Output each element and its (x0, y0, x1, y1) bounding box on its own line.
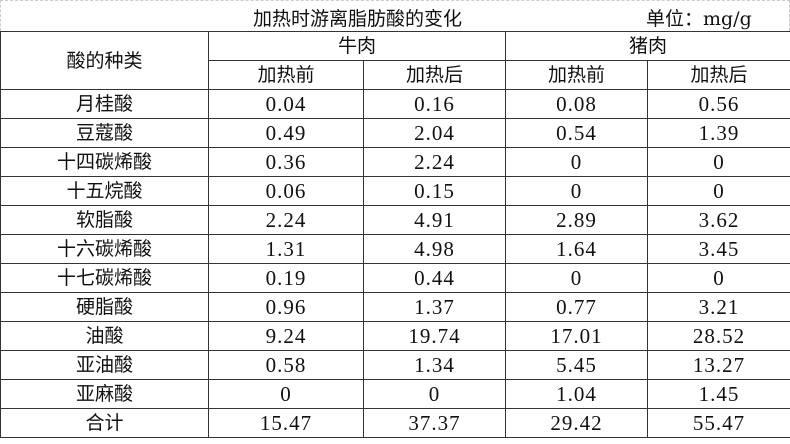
table-title: 加热时游离脂肪酸的变化 (253, 8, 463, 30)
header-beef-after: 加热后 (362, 60, 507, 90)
value-cell-beef-after: 0.15 (362, 176, 507, 206)
acid-name-cell: 亚麻酸 (0, 379, 209, 409)
value-cell-beef-after: 2.24 (362, 147, 507, 177)
value-cell-beef-before: 0.36 (208, 147, 364, 177)
value-cell-pork-after: 1.45 (647, 379, 790, 409)
unit-label: 单位：mg/g (646, 8, 752, 30)
value-cell-pork-before: 0.08 (505, 89, 649, 119)
table-row: 亚麻酸 0 0 1.04 1.45 (0, 379, 790, 409)
table-row: 十五烷酸 0.06 0.15 0 0 (0, 176, 790, 206)
value-cell-pork-before: 5.45 (505, 350, 649, 380)
acid-name-cell: 豆蔻酸 (0, 118, 209, 148)
value-cell-beef-after: 2.04 (362, 118, 507, 148)
value-cell-pork-after: 3.21 (647, 292, 790, 322)
acid-name-cell: 合计 (0, 408, 209, 438)
value-cell-beef-before: 0.58 (208, 350, 364, 380)
value-cell-beef-before: 0.49 (208, 118, 364, 148)
header-beef-before: 加热前 (208, 60, 364, 90)
value-cell-pork-before: 0.77 (505, 292, 649, 322)
value-cell-beef-before: 0.96 (208, 292, 364, 322)
table-row: 月桂酸 0.04 0.16 0.08 0.56 (0, 89, 790, 119)
value-cell-beef-after: 1.34 (362, 350, 507, 380)
value-cell-beef-before: 15.47 (208, 408, 364, 438)
acid-name-cell: 月桂酸 (0, 89, 209, 119)
value-cell-pork-before: 0 (505, 263, 649, 293)
value-cell-pork-after: 0 (647, 147, 790, 177)
header-pork-before: 加热前 (505, 60, 649, 90)
value-cell-beef-before: 1.31 (208, 234, 364, 264)
table-row: 亚油酸 0.58 1.34 5.45 13.27 (0, 350, 790, 380)
value-cell-beef-before: 9.24 (208, 321, 364, 351)
acid-name-cell: 十五烷酸 (0, 176, 209, 206)
value-cell-beef-before: 2.24 (208, 205, 364, 235)
value-cell-pork-after: 13.27 (647, 350, 790, 380)
table-row: 十六碳烯酸 1.31 4.98 1.64 3.45 (0, 234, 790, 264)
table-row: 合计 15.47 37.37 29.42 55.47 (0, 408, 790, 438)
table-row: 硬脂酸 0.96 1.37 0.77 3.21 (0, 292, 790, 322)
acid-name-cell: 十七碳烯酸 (0, 263, 209, 293)
table-row: 十七碳烯酸 0.19 0.44 0 0 (0, 263, 790, 293)
value-cell-pork-before: 2.89 (505, 205, 649, 235)
value-cell-beef-before: 0.19 (208, 263, 364, 293)
value-cell-beef-after: 1.37 (362, 292, 507, 322)
value-cell-beef-after: 0.44 (362, 263, 507, 293)
table-row: 软脂酸 2.24 4.91 2.89 3.62 (0, 205, 790, 235)
value-cell-beef-after: 0.16 (362, 89, 507, 119)
value-cell-pork-before: 1.04 (505, 379, 649, 409)
value-cell-beef-before: 0.04 (208, 89, 364, 119)
acid-name-cell: 十六碳烯酸 (0, 234, 209, 264)
header-pork: 猪肉 (505, 31, 790, 61)
value-cell-beef-after: 4.91 (362, 205, 507, 235)
value-cell-pork-after: 3.45 (647, 234, 790, 264)
acid-name-cell: 十四碳烯酸 (0, 147, 209, 177)
value-cell-pork-after: 28.52 (647, 321, 790, 351)
fatty-acid-table: 酸的种类 牛肉 猪肉 加热前 加热后 加热前 加热后 月桂酸 0.04 0.16 0.… (0, 31, 790, 438)
value-cell-pork-after: 3.62 (647, 205, 790, 235)
value-cell-pork-after: 0 (647, 263, 790, 293)
header-beef: 牛肉 (207, 31, 507, 61)
table-row: 豆蔻酸 0.49 2.04 0.54 1.39 (0, 118, 790, 148)
value-cell-pork-before: 0 (505, 147, 649, 177)
acid-name-cell: 油酸 (0, 321, 209, 351)
value-cell-beef-before: 0 (208, 379, 364, 409)
value-cell-beef-after: 37.37 (362, 408, 507, 438)
value-cell-pork-before: 17.01 (505, 321, 649, 351)
acid-name-cell: 亚油酸 (0, 350, 209, 380)
value-cell-pork-before: 0.54 (505, 118, 649, 148)
header-pork-after: 加热后 (647, 60, 790, 90)
header-acid-type: 酸的种类 (0, 31, 209, 90)
value-cell-beef-after: 0 (362, 379, 507, 409)
header-row-groups: 酸的种类 牛肉 猪肉 (0, 31, 790, 90)
value-cell-pork-after: 0 (647, 176, 790, 206)
title-row: 加热时游离脂肪酸的变化 单位：mg/g (0, 0, 790, 31)
value-cell-pork-before: 29.42 (505, 408, 649, 438)
value-cell-pork-after: 0.56 (647, 89, 790, 119)
value-cell-pork-after: 55.47 (647, 408, 790, 438)
header-row-subcolumns: 加热前 加热后 加热前 加热后 (1, 60, 790, 90)
table-row: 油酸 9.24 19.74 17.01 28.52 (0, 321, 790, 351)
acid-name-cell: 软脂酸 (0, 205, 209, 235)
value-cell-beef-after: 4.98 (362, 234, 507, 264)
acid-name-cell: 硬脂酸 (0, 292, 209, 322)
value-cell-beef-after: 19.74 (362, 321, 507, 351)
value-cell-beef-before: 0.06 (208, 176, 364, 206)
value-cell-pork-before: 1.64 (505, 234, 649, 264)
value-cell-pork-before: 0 (505, 176, 649, 206)
value-cell-pork-after: 1.39 (647, 118, 790, 148)
table-row: 十四碳烯酸 0.36 2.24 0 0 (0, 147, 790, 177)
